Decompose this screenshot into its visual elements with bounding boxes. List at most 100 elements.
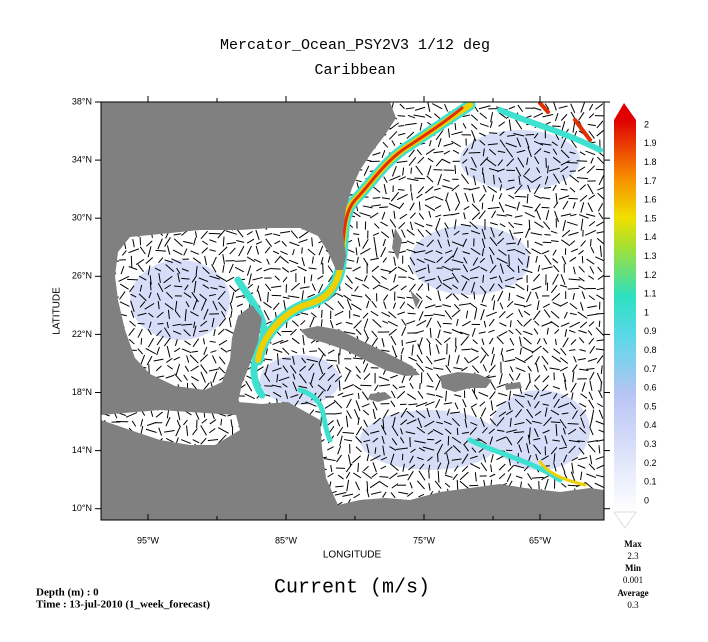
vector	[435, 398, 441, 409]
vector	[355, 400, 361, 412]
vector	[552, 156, 561, 164]
vector	[391, 438, 398, 446]
vector	[166, 291, 173, 299]
vector	[508, 221, 515, 229]
vector	[402, 463, 405, 472]
vector	[382, 445, 385, 456]
vector	[588, 321, 595, 327]
vector	[588, 220, 596, 227]
vector	[447, 239, 451, 247]
vector	[139, 301, 146, 308]
vector	[555, 424, 558, 437]
vector	[437, 138, 442, 148]
vector	[506, 158, 515, 167]
vector	[273, 348, 283, 353]
vector	[523, 318, 532, 327]
vector	[156, 292, 161, 301]
vector	[506, 264, 515, 272]
vector	[339, 347, 341, 356]
vector	[559, 301, 568, 307]
vector	[498, 330, 508, 337]
vector	[577, 311, 588, 319]
vector	[405, 107, 415, 110]
vector	[482, 454, 487, 463]
vector	[426, 224, 433, 227]
vector	[598, 445, 601, 454]
vector	[508, 373, 514, 381]
vector	[533, 140, 544, 146]
vector	[164, 303, 174, 311]
vector	[264, 283, 272, 292]
vector	[541, 250, 550, 255]
vector	[527, 473, 533, 481]
vector	[580, 393, 588, 399]
vector	[416, 480, 425, 490]
vector	[345, 463, 353, 473]
vector	[507, 134, 516, 137]
vector	[301, 357, 307, 364]
vector	[456, 479, 459, 491]
vector	[571, 392, 574, 400]
vector	[317, 384, 326, 392]
vector	[374, 447, 377, 454]
vector	[183, 292, 192, 299]
vector	[352, 314, 360, 317]
vector	[589, 455, 593, 465]
vector	[535, 453, 539, 461]
vector	[489, 283, 495, 292]
vector	[554, 112, 559, 122]
vector	[424, 420, 435, 428]
vector	[351, 294, 363, 298]
vector	[567, 428, 577, 435]
vector	[290, 230, 298, 239]
vector	[398, 386, 406, 388]
vector	[363, 275, 368, 282]
vector	[451, 417, 461, 427]
vector	[562, 427, 566, 435]
stat-value: 0.3	[627, 600, 639, 610]
vector	[523, 336, 532, 345]
vector	[414, 106, 426, 111]
vector	[192, 299, 198, 310]
vector	[506, 429, 517, 433]
vector	[309, 382, 314, 388]
vector	[536, 300, 540, 310]
vector	[355, 179, 362, 183]
vector	[482, 427, 488, 434]
vector	[217, 228, 226, 239]
vector	[515, 408, 523, 418]
vector	[291, 337, 300, 345]
vector	[489, 254, 494, 264]
vector	[451, 328, 463, 335]
vector	[400, 285, 407, 291]
vector	[418, 201, 421, 211]
vector	[550, 240, 559, 242]
vector	[542, 429, 550, 434]
vector	[498, 411, 507, 417]
vector	[572, 293, 575, 300]
vector	[362, 312, 369, 319]
vector	[525, 381, 531, 391]
vector	[443, 213, 453, 217]
stat-label: Min	[625, 563, 641, 573]
vector	[470, 265, 480, 272]
vector	[428, 343, 432, 356]
vector	[442, 304, 452, 308]
vector	[433, 367, 444, 370]
vector	[516, 201, 520, 211]
vector	[579, 194, 588, 202]
vector	[516, 319, 523, 327]
vector	[568, 231, 579, 236]
vector	[203, 346, 208, 356]
vector	[469, 276, 479, 279]
vector	[426, 407, 431, 418]
vector	[523, 304, 532, 308]
vector	[517, 265, 520, 273]
vector	[380, 268, 391, 273]
vector	[200, 230, 208, 240]
vector	[407, 264, 414, 275]
vector	[370, 204, 381, 207]
vector	[488, 329, 495, 333]
subtitle: Caribbean	[314, 62, 395, 79]
vector	[343, 331, 356, 335]
